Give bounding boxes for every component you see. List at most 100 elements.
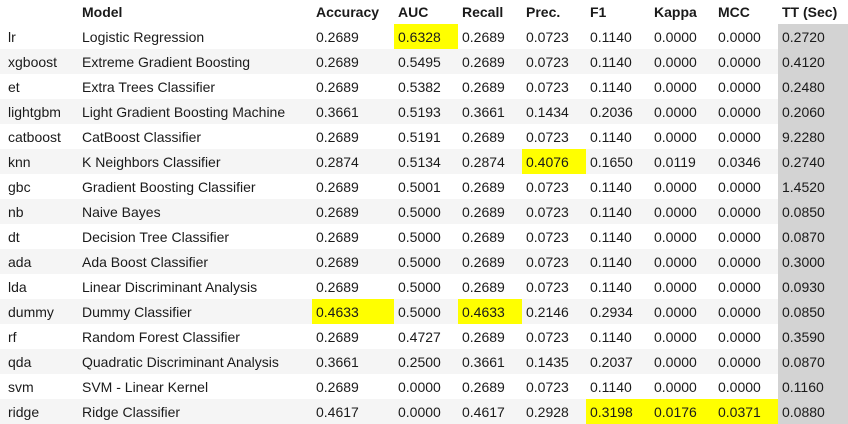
cell-accuracy: 0.2689: [312, 124, 394, 149]
cell-f1: 0.1650: [586, 149, 650, 174]
header-tt-sec: TT (Sec): [778, 0, 848, 24]
cell-prec: 0.0723: [522, 274, 586, 299]
cell-model: Extra Trees Classifier: [78, 74, 312, 99]
table-row: rf Random Forest Classifier 0.2689 0.4727 0.…: [0, 324, 848, 349]
cell-prec: 0.2146: [522, 299, 586, 324]
cell-kappa: 0.0000: [650, 274, 714, 299]
cell-auc: 0.5382: [394, 74, 458, 99]
cell-prec: 0.0723: [522, 324, 586, 349]
cell-mcc: 0.0000: [714, 24, 778, 49]
cell-mcc: 0.0000: [714, 249, 778, 274]
cell-prec: 0.1434: [522, 99, 586, 124]
cell-auc: 0.5191: [394, 124, 458, 149]
table-row: dummy Dummy Classifier 0.4633 0.5000 0.4633 0…: [0, 299, 848, 324]
cell-tt-sec: 0.0930: [778, 274, 848, 299]
cell-tt-sec: 1.4520: [778, 174, 848, 199]
cell-mcc: 0.0000: [714, 349, 778, 374]
cell-kappa: 0.0000: [650, 349, 714, 374]
table-row: dt Decision Tree Classifier 0.2689 0.5000 0.…: [0, 224, 848, 249]
cell-index: et: [0, 74, 78, 99]
cell-auc: 0.5193: [394, 99, 458, 124]
cell-accuracy: 0.4617: [312, 399, 394, 424]
cell-prec: 0.0723: [522, 174, 586, 199]
cell-model: Light Gradient Boosting Machine: [78, 99, 312, 124]
cell-recall: 0.2689: [458, 324, 522, 349]
cell-mcc: 0.0000: [714, 74, 778, 99]
cell-model: K Neighbors Classifier: [78, 149, 312, 174]
cell-index: knn: [0, 149, 78, 174]
header-recall: Recall: [462, 4, 504, 20]
cell-mcc: 0.0000: [714, 224, 778, 249]
cell-mcc: 0.0000: [714, 324, 778, 349]
cell-recall: 0.2689: [458, 174, 522, 199]
cell-accuracy: 0.2689: [312, 324, 394, 349]
cell-recall: 0.4633: [458, 299, 522, 324]
cell-index: gbc: [0, 174, 78, 199]
cell-prec: 0.4076: [522, 149, 586, 174]
cell-recall: 0.4617: [458, 399, 522, 424]
cell-f1: 0.1140: [586, 224, 650, 249]
table-row: ridge Ridge Classifier 0.4617 0.0000 0.4617 0…: [0, 399, 848, 424]
cell-mcc: 0.0000: [714, 49, 778, 74]
cell-accuracy: 0.2689: [312, 249, 394, 274]
cell-f1: 0.1140: [586, 74, 650, 99]
cell-mcc: 0.0000: [714, 99, 778, 124]
cell-kappa: 0.0000: [650, 74, 714, 99]
cell-kappa: 0.0000: [650, 324, 714, 349]
cell-kappa: 0.0176: [650, 399, 714, 424]
cell-mcc: 0.0000: [714, 174, 778, 199]
table-row: et Extra Trees Classifier 0.2689 0.5382 0.26…: [0, 74, 848, 99]
cell-model: Ada Boost Classifier: [78, 249, 312, 274]
cell-index: dummy: [0, 299, 78, 324]
cell-index: lda: [0, 274, 78, 299]
cell-index: xgboost: [0, 49, 78, 74]
cell-auc: 0.5001: [394, 174, 458, 199]
cell-accuracy: 0.3661: [312, 99, 394, 124]
cell-mcc: 0.0000: [714, 374, 778, 399]
cell-prec: 0.1435: [522, 349, 586, 374]
cell-model: Quadratic Discriminant Analysis: [78, 349, 312, 374]
cell-recall: 0.2689: [458, 24, 522, 49]
cell-tt-sec: 0.0880: [778, 399, 848, 424]
table-row: qda Quadratic Discriminant Analysis 0.3661…: [0, 349, 848, 374]
cell-tt-sec: 0.3590: [778, 324, 848, 349]
cell-f1: 0.1140: [586, 199, 650, 224]
cell-tt-sec: 9.2280: [778, 124, 848, 149]
cell-accuracy: 0.4633: [312, 299, 394, 324]
table-body: lr Logistic Regression 0.2689 0.6328 0.2689 0…: [0, 24, 848, 424]
cell-tt-sec: 0.0870: [778, 224, 848, 249]
cell-model: Linear Discriminant Analysis: [78, 274, 312, 299]
cell-tt-sec: 0.0870: [778, 349, 848, 374]
cell-accuracy: 0.2874: [312, 149, 394, 174]
cell-kappa: 0.0000: [650, 49, 714, 74]
cell-prec: 0.0723: [522, 374, 586, 399]
cell-index: rf: [0, 324, 78, 349]
cell-f1: 0.1140: [586, 274, 650, 299]
cell-accuracy: 0.2689: [312, 74, 394, 99]
header-index: [0, 0, 78, 24]
cell-index: ridge: [0, 399, 78, 424]
cell-auc: 0.5000: [394, 299, 458, 324]
cell-auc: 0.0000: [394, 399, 458, 424]
cell-f1: 0.1140: [586, 49, 650, 74]
cell-auc: 0.0000: [394, 374, 458, 399]
cell-auc: 0.4727: [394, 324, 458, 349]
cell-recall: 0.2689: [458, 249, 522, 274]
cell-accuracy: 0.3661: [312, 349, 394, 374]
cell-tt-sec: 0.2060: [778, 99, 848, 124]
cell-tt-sec: 0.2720: [778, 24, 848, 49]
cell-model: Extreme Gradient Boosting: [78, 49, 312, 74]
cell-prec: 0.0723: [522, 74, 586, 99]
cell-f1: 0.2037: [586, 349, 650, 374]
cell-tt-sec: 0.0850: [778, 299, 848, 324]
cell-f1: 0.1140: [586, 24, 650, 49]
cell-prec: 0.0723: [522, 199, 586, 224]
header-model: Model: [82, 4, 123, 20]
cell-accuracy: 0.2689: [312, 24, 394, 49]
cell-model: Decision Tree Classifier: [78, 224, 312, 249]
cell-index: nb: [0, 199, 78, 224]
cell-f1: 0.3198: [586, 399, 650, 424]
cell-tt-sec: 0.1160: [778, 374, 848, 399]
cell-kappa: 0.0000: [650, 224, 714, 249]
table-row: svm SVM - Linear Kernel 0.2689 0.0000 0.2689…: [0, 374, 848, 399]
